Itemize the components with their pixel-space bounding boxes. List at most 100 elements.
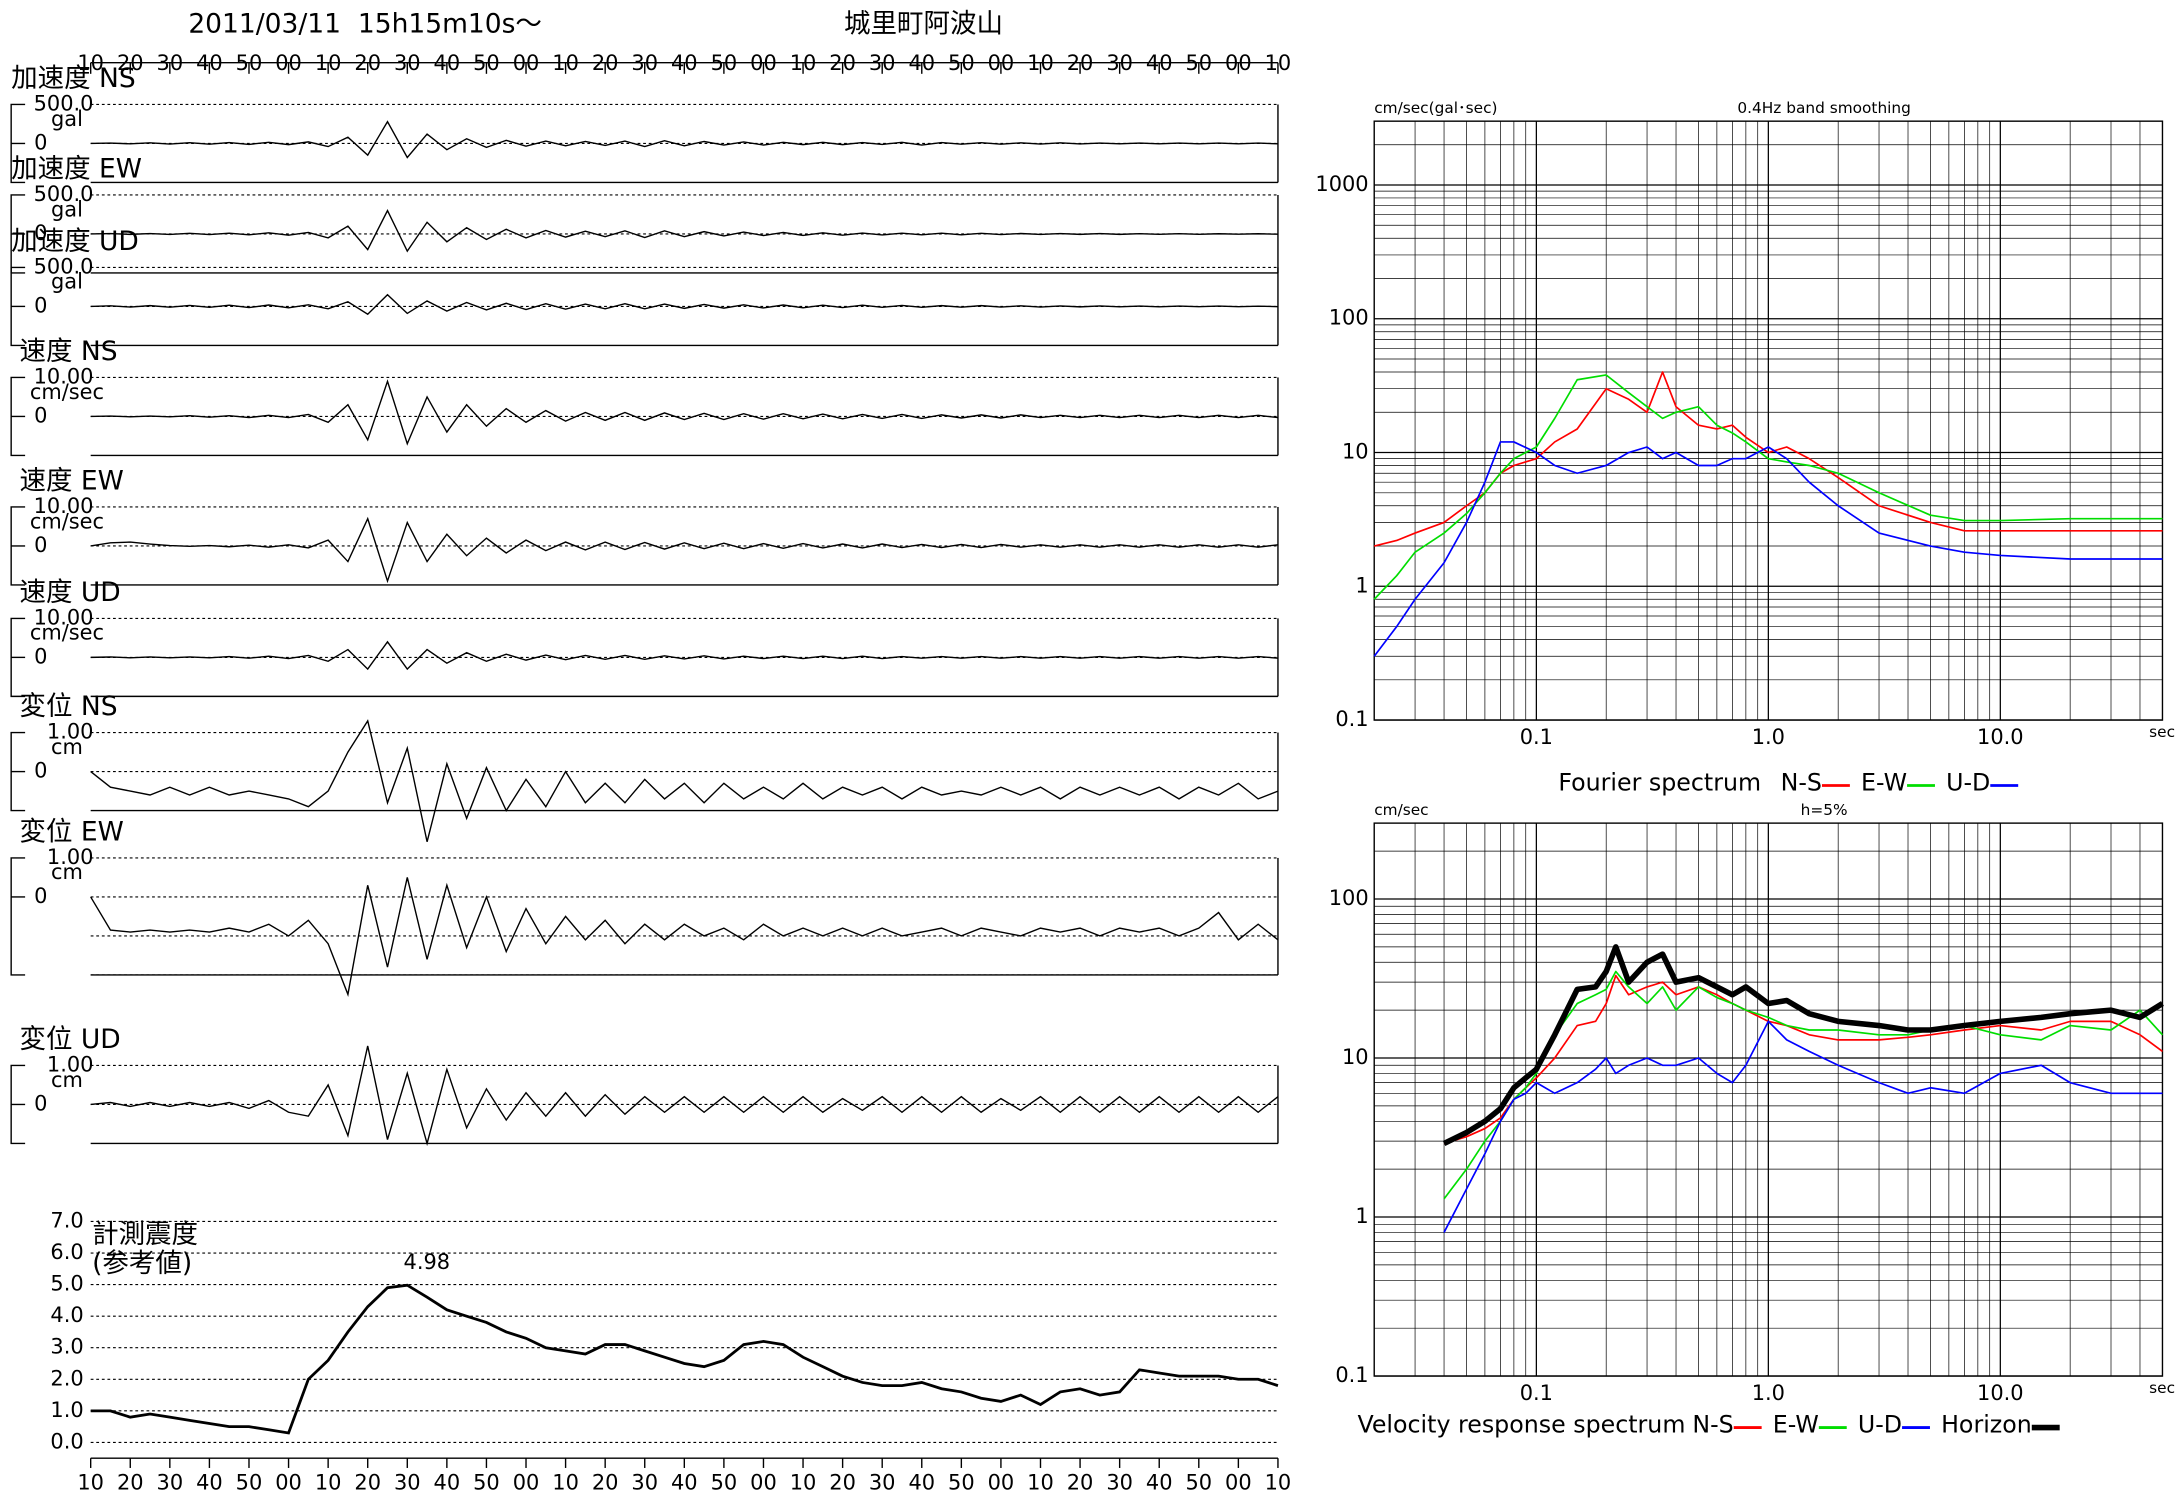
x-axis-unit: sec (2149, 723, 2175, 741)
x-tick-label: 50 (473, 51, 500, 75)
x-tick-label: 30 (869, 1470, 896, 1494)
x-tick-label: 10 (1027, 51, 1054, 75)
x-tick-label: 50 (236, 1470, 263, 1494)
y-tick-label: 0 (34, 759, 47, 783)
intensity-title: 計測震度 (92, 1219, 198, 1250)
spectrum-line (1442, 944, 2164, 1146)
y-tick-label: 5.0 (50, 1272, 83, 1296)
subtitle: 0.4Hz band smoothing (1737, 99, 1911, 117)
x-tick-label: 20 (829, 51, 856, 75)
legend-label: Horizon (1941, 1411, 2032, 1439)
x-tick-label: 20 (354, 51, 381, 75)
x-tick-label: 0.1 (1520, 1381, 1553, 1405)
legend-label: U-D (1858, 1411, 1902, 1439)
unit-label: gal (51, 107, 83, 131)
x-tick-label: 1.0 (1752, 1381, 1785, 1405)
x-tick-label: 20 (592, 1470, 619, 1494)
y-tick-label: 1.00 (47, 720, 94, 744)
station-name: 城里町阿波山 (844, 9, 1003, 40)
x-tick-label: 00 (275, 1470, 302, 1494)
x-tick-label: 50 (473, 1470, 500, 1494)
panel-title: 加速度 EW (11, 153, 142, 184)
x-tick-label: 40 (196, 51, 223, 75)
x-tick-label: 10 (552, 51, 579, 75)
y-tick-label: 1 (1355, 573, 1368, 597)
x-tick-label: 10 (1027, 1470, 1054, 1494)
y-tick-label: 6.0 (50, 1240, 83, 1264)
unit-label: cm/sec (30, 380, 104, 404)
x-tick-label: 00 (750, 1470, 777, 1494)
x-tick-label: 10 (315, 1470, 342, 1494)
x-axis-unit: sec (2149, 1379, 2175, 1397)
spectrum-line (1443, 970, 2164, 1200)
unit-label: cm/sec (1374, 801, 1428, 819)
x-tick-label: 20 (1067, 51, 1094, 75)
x-tick-label: 00 (988, 1470, 1015, 1494)
y-tick-label: 0 (34, 644, 47, 668)
x-tick-label: 10 (790, 51, 817, 75)
record-title: 2011/03/11 15h15m10s～ (188, 9, 542, 40)
y-tick-label: 0.1 (1335, 1363, 1368, 1387)
y-tick-label: 10.00 (34, 494, 94, 518)
waveform-line (90, 516, 1279, 584)
unit-label: cm (51, 735, 83, 759)
x-tick-label: 30 (1106, 51, 1133, 75)
legend-label: E-W (1773, 1411, 1819, 1439)
unit-label: cm (51, 860, 83, 884)
panel-bracket (10, 857, 26, 976)
intensity-line (90, 1283, 1279, 1435)
x-tick-label: 30 (157, 1470, 184, 1494)
y-tick-label: 2.0 (50, 1366, 83, 1390)
y-tick-label: 0.1 (1335, 707, 1368, 731)
peak-annotation: 4.98 (404, 1250, 451, 1274)
waveform-line (90, 209, 1278, 253)
y-tick-label: 0 (34, 884, 47, 908)
y-tick-label: 7.0 (50, 1208, 83, 1232)
x-tick-label: 10.0 (1977, 1381, 2024, 1405)
waveform-line (90, 379, 1279, 446)
x-tick-label: 10 (790, 1470, 817, 1494)
y-tick-label: 0 (34, 221, 47, 245)
x-tick-label: 30 (157, 51, 184, 75)
y-tick-label: 1000 (1315, 172, 1368, 196)
intensity-subtitle: (参考値) (92, 1248, 192, 1279)
x-tick-label: 00 (513, 1470, 540, 1494)
y-tick-label: 500.0 (34, 182, 94, 206)
panel-title: 変位 NS (20, 691, 118, 722)
panel-title: 速度 UD (20, 577, 121, 608)
waveform-line (90, 1045, 1279, 1147)
x-tick-label: 40 (434, 51, 461, 75)
y-tick-label: 10.00 (34, 364, 94, 388)
x-tick-label: 00 (750, 51, 777, 75)
y-tick-label: 0 (34, 403, 47, 427)
x-tick-label: 40 (1146, 1470, 1173, 1494)
y-tick-label: 10 (1342, 1045, 1369, 1069)
y-tick-label: 10 (1342, 440, 1369, 464)
y-tick-label: 4.0 (50, 1303, 83, 1327)
y-tick-label: 0 (34, 1091, 47, 1115)
y-tick-label: 500.0 (34, 91, 94, 115)
x-tick-label: 50 (711, 1470, 738, 1494)
y-tick-label: 1.00 (47, 1052, 94, 1076)
x-tick-label: 10 (1265, 51, 1292, 75)
panel-title: 加速度 NS (11, 63, 136, 94)
spectrum-line (1443, 1020, 2163, 1233)
x-tick-label: 20 (117, 51, 144, 75)
unit-label: cm/sec(gal･sec) (1374, 99, 1497, 117)
panel-title: 速度 NS (20, 336, 118, 367)
unit-label: cm (51, 1068, 83, 1092)
y-tick-label: 10.00 (34, 605, 94, 629)
x-tick-label: 20 (1067, 1470, 1094, 1494)
x-tick-label: 30 (394, 51, 421, 75)
panel-title: 速度 EW (20, 465, 124, 496)
chart-title: Velocity response spectrum (1357, 1411, 1685, 1439)
x-tick-label: 40 (671, 1470, 698, 1494)
y-tick-label: 0 (34, 130, 47, 154)
x-tick-label: 10 (77, 1470, 104, 1494)
y-tick-label: 0 (34, 533, 47, 557)
x-tick-label: 00 (988, 51, 1015, 75)
unit-label: cm/sec (30, 621, 104, 645)
x-tick-label: 40 (908, 51, 935, 75)
x-tick-label: 30 (394, 1470, 421, 1494)
